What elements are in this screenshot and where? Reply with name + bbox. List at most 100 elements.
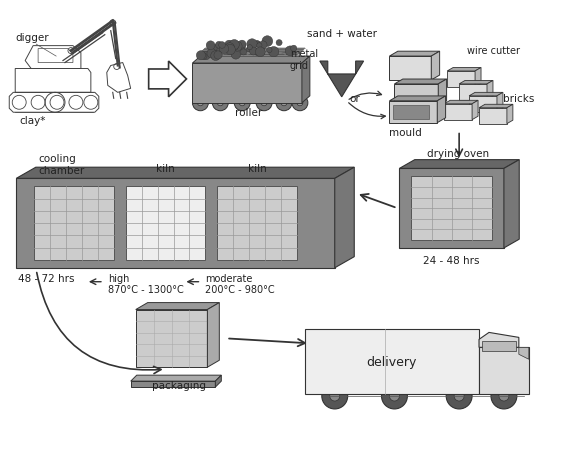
Text: mould: mould xyxy=(390,128,422,138)
Circle shape xyxy=(210,44,217,51)
Circle shape xyxy=(197,100,204,106)
Circle shape xyxy=(285,46,295,56)
Polygon shape xyxy=(412,176,492,240)
Text: cooling
chamber: cooling chamber xyxy=(38,154,84,176)
Circle shape xyxy=(217,100,223,106)
Circle shape xyxy=(214,51,222,59)
Circle shape xyxy=(257,48,265,56)
Polygon shape xyxy=(438,79,447,106)
Circle shape xyxy=(211,51,221,60)
Circle shape xyxy=(219,44,229,53)
Circle shape xyxy=(196,51,205,60)
Polygon shape xyxy=(395,79,447,84)
Text: bricks: bricks xyxy=(503,94,534,104)
Polygon shape xyxy=(197,48,305,55)
Polygon shape xyxy=(447,71,475,87)
Polygon shape xyxy=(399,168,504,248)
Circle shape xyxy=(239,100,245,106)
Circle shape xyxy=(254,50,260,55)
Polygon shape xyxy=(479,332,519,347)
Polygon shape xyxy=(447,67,481,71)
Polygon shape xyxy=(431,51,439,80)
Polygon shape xyxy=(390,56,431,80)
Circle shape xyxy=(225,40,234,49)
Polygon shape xyxy=(149,61,187,97)
Circle shape xyxy=(382,383,408,409)
Circle shape xyxy=(259,41,267,49)
Polygon shape xyxy=(444,100,478,104)
Circle shape xyxy=(225,44,235,55)
Text: kiln: kiln xyxy=(248,164,266,175)
Text: moderate
200°C - 980°C: moderate 200°C - 980°C xyxy=(205,274,275,295)
Circle shape xyxy=(207,49,217,58)
Circle shape xyxy=(446,383,472,409)
Polygon shape xyxy=(507,104,513,124)
Polygon shape xyxy=(126,186,205,260)
Circle shape xyxy=(249,47,257,55)
Text: sand + water: sand + water xyxy=(307,29,376,39)
Text: digger: digger xyxy=(15,33,49,43)
Circle shape xyxy=(261,100,267,106)
Polygon shape xyxy=(469,96,497,112)
Polygon shape xyxy=(217,186,297,260)
Circle shape xyxy=(499,391,509,401)
Polygon shape xyxy=(192,63,302,103)
Polygon shape xyxy=(399,160,519,168)
Polygon shape xyxy=(136,303,219,309)
Circle shape xyxy=(254,41,260,46)
Polygon shape xyxy=(395,84,438,106)
Text: delivery: delivery xyxy=(366,356,417,369)
Polygon shape xyxy=(390,101,437,123)
Polygon shape xyxy=(469,92,503,96)
Polygon shape xyxy=(482,341,516,351)
Circle shape xyxy=(234,95,250,111)
Circle shape xyxy=(202,51,210,60)
Circle shape xyxy=(214,44,222,52)
Circle shape xyxy=(281,100,287,106)
Circle shape xyxy=(211,51,217,57)
Circle shape xyxy=(292,95,308,111)
Polygon shape xyxy=(479,347,529,394)
Circle shape xyxy=(231,50,240,59)
Circle shape xyxy=(454,391,464,401)
Text: 48 - 72 hrs: 48 - 72 hrs xyxy=(18,274,75,284)
Polygon shape xyxy=(472,100,478,120)
Circle shape xyxy=(240,49,247,55)
Text: 24 - 48 hrs: 24 - 48 hrs xyxy=(423,256,480,266)
Circle shape xyxy=(229,39,239,50)
Polygon shape xyxy=(131,381,215,387)
Circle shape xyxy=(213,95,229,111)
Polygon shape xyxy=(475,67,481,87)
Polygon shape xyxy=(479,108,507,124)
Polygon shape xyxy=(519,347,529,359)
Polygon shape xyxy=(487,80,493,100)
Circle shape xyxy=(247,47,252,52)
Circle shape xyxy=(255,47,265,57)
Circle shape xyxy=(262,36,273,46)
Polygon shape xyxy=(444,104,472,120)
Polygon shape xyxy=(305,329,479,394)
Circle shape xyxy=(291,45,297,51)
Circle shape xyxy=(256,95,272,111)
Polygon shape xyxy=(335,167,354,268)
Circle shape xyxy=(232,41,242,51)
Polygon shape xyxy=(390,96,446,101)
Circle shape xyxy=(215,41,222,48)
Circle shape xyxy=(237,42,246,51)
Circle shape xyxy=(266,47,272,53)
Polygon shape xyxy=(34,186,114,260)
Circle shape xyxy=(238,40,246,48)
Polygon shape xyxy=(302,56,310,103)
Circle shape xyxy=(276,40,282,45)
Circle shape xyxy=(269,46,279,57)
Circle shape xyxy=(322,383,348,409)
Circle shape xyxy=(247,39,257,50)
Polygon shape xyxy=(16,178,335,268)
Text: packaging: packaging xyxy=(151,381,205,391)
Polygon shape xyxy=(497,92,503,112)
Polygon shape xyxy=(437,96,446,123)
Circle shape xyxy=(225,43,235,52)
Circle shape xyxy=(206,41,215,50)
Text: metal
grid: metal grid xyxy=(290,49,318,71)
Circle shape xyxy=(297,100,303,106)
